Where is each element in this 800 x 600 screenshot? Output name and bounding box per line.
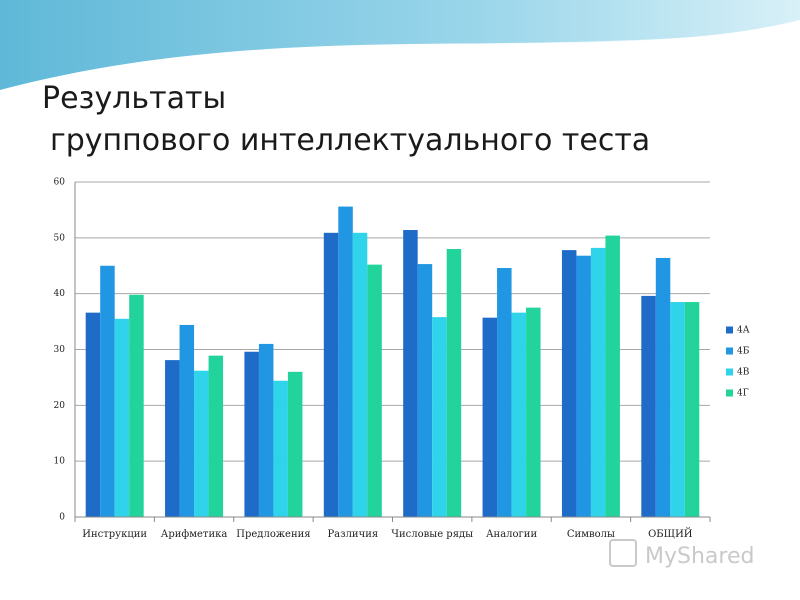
bar (352, 232, 368, 517)
y-tick-label: 50 (54, 233, 66, 243)
bar (194, 370, 209, 517)
x-tick-label: Предложения (236, 529, 310, 540)
legend-swatch (726, 389, 733, 397)
legend-label: 4В (737, 368, 750, 378)
bar (208, 355, 224, 517)
bar (367, 264, 382, 517)
legend-label: 4Б (737, 347, 750, 357)
bar (590, 247, 606, 517)
bar (497, 267, 512, 517)
bar (417, 264, 433, 517)
x-tick-label: Инструкции (82, 529, 147, 540)
chart: 0 10 20 30 40 50 60 Инструкции Арифметика Предлож… (54, 178, 750, 541)
bar (511, 312, 527, 517)
bar (258, 343, 274, 517)
bar (273, 380, 288, 517)
x-tick-label: Различия (327, 529, 378, 540)
x-tick-label: Символы (567, 529, 615, 540)
title-line: Результаты (42, 81, 226, 116)
x-tick-label: ОБЩИЙ (648, 528, 693, 540)
x-tick-label: Числовые ряды (391, 529, 473, 540)
x-tick-label: Аналогии (486, 529, 537, 540)
legend-label: 4Г (737, 389, 749, 399)
bar (165, 360, 180, 517)
legend-swatch (726, 326, 733, 334)
bar (655, 257, 671, 517)
bar (287, 371, 303, 517)
bar (338, 206, 353, 518)
y-tick-label: 60 (54, 178, 66, 188)
bar (576, 255, 591, 517)
bar (446, 249, 462, 517)
bar (244, 351, 259, 517)
bar (641, 295, 656, 517)
legend-swatch (726, 368, 733, 376)
header-wave-highlight (0, 25, 800, 100)
y-tick-label: 20 (54, 401, 66, 411)
bar (482, 317, 498, 517)
header-wave (0, 0, 800, 90)
bar (100, 265, 115, 517)
legend-label: 4А (737, 326, 750, 336)
bar (684, 302, 700, 517)
y-tick-label: 40 (54, 289, 66, 299)
watermark-icon (609, 539, 637, 567)
y-tick-label: 0 (59, 513, 65, 523)
bar (323, 232, 339, 517)
legend-swatch (726, 347, 733, 355)
bar (561, 250, 577, 517)
y-tick-label: 30 (54, 345, 66, 355)
title-line: группового интеллектуального теста (50, 123, 650, 158)
bar (670, 302, 685, 517)
bar (85, 312, 101, 517)
bar (403, 230, 418, 517)
y-tick-label: 10 (54, 457, 66, 467)
watermark: MyShared (645, 544, 754, 569)
bar (605, 235, 620, 517)
x-tick-label: Арифметика (161, 529, 228, 540)
bar (114, 318, 130, 517)
bar (129, 294, 144, 517)
bar (432, 317, 447, 517)
bar (179, 324, 195, 517)
bar (526, 307, 541, 517)
